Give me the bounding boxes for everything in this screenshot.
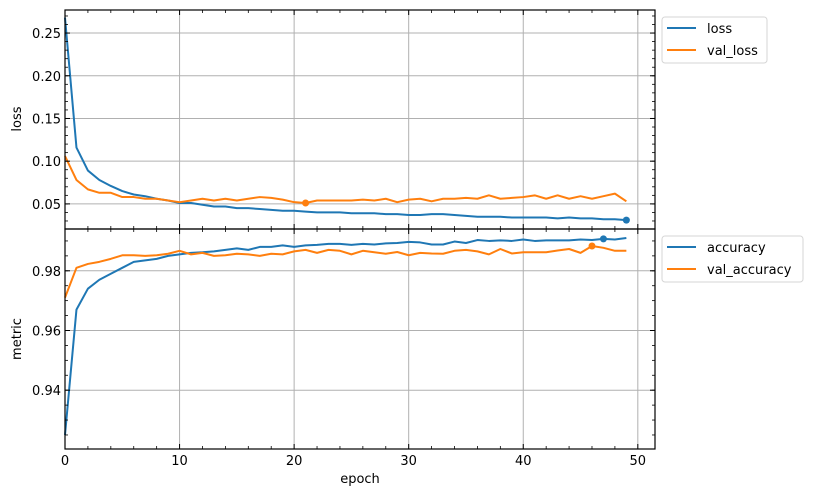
loss-y-axis-label: loss	[10, 106, 25, 131]
y-tick-label: 0.25	[32, 27, 61, 42]
loss-best-marker	[622, 216, 630, 224]
x-tick-label: 20	[286, 454, 303, 469]
y-tick-label: 0.96	[32, 324, 61, 339]
x-tick-label: 30	[400, 454, 417, 469]
val-accuracy-line	[64, 245, 627, 299]
legend-label: val_accuracy	[707, 263, 792, 278]
y-tick-label: 0.94	[32, 384, 61, 399]
loss-legend: loss val_loss	[661, 16, 768, 64]
x-tick-label: 40	[515, 454, 532, 469]
legend-box	[661, 235, 804, 283]
legend-label: loss	[707, 22, 732, 37]
val-loss-line	[64, 155, 627, 205]
val-accuracy-best-marker	[588, 242, 596, 250]
y-tick-label: 0.20	[32, 70, 61, 85]
accuracy-line	[64, 236, 627, 436]
axes-frame	[64, 9, 656, 230]
loss-panel: 0.05 0.10 0.15 0.20 0.25 loss val_loss	[32, 9, 768, 230]
metric-y-axis-label: metric	[10, 318, 25, 360]
y-tick-label: 0.98	[32, 265, 61, 280]
y-tick-label: 0.10	[32, 155, 61, 170]
metric-panel: 0.94 0.96 0.98 0 10 20 30 40 50 accuracy val_accur…	[32, 228, 804, 469]
x-tick-label: 0	[61, 454, 69, 469]
legend-label: accuracy	[707, 241, 766, 256]
accuracy-best-marker	[599, 235, 607, 243]
y-tick-label: 0.15	[32, 112, 61, 127]
epoch-x-axis-label: epoch	[340, 472, 380, 487]
legend-label: val_loss	[707, 44, 758, 59]
y-tick-label: 0.05	[32, 198, 61, 213]
axes-frame	[64, 228, 656, 450]
metric-legend: accuracy val_accuracy	[661, 235, 804, 283]
x-tick-label: 50	[630, 454, 647, 469]
val-loss-best-marker	[302, 199, 310, 207]
x-tick-label: 10	[171, 454, 188, 469]
